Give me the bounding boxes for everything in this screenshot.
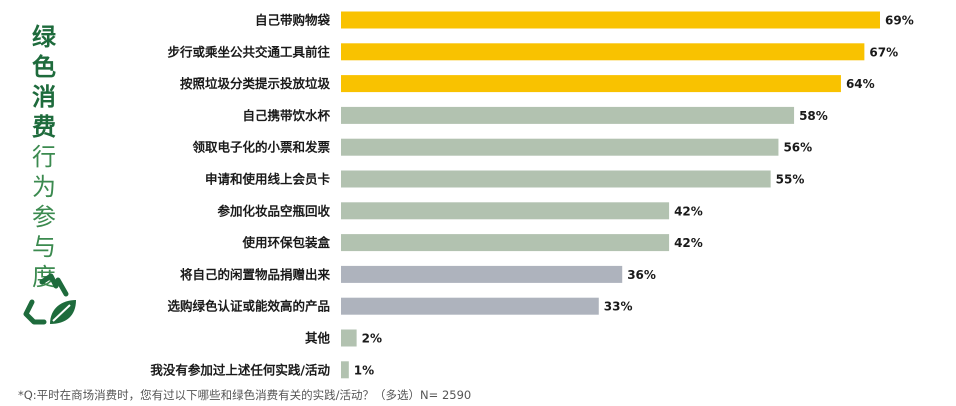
value-label: 58% [799,109,828,123]
category-label: 自己携带饮水杯 [242,108,330,123]
bar [341,43,865,61]
category-label: 按照垃圾分类提示投放垃圾 [180,76,331,91]
title-char: 与 [32,233,56,261]
bar [341,106,795,124]
value-label: 55% [776,173,805,187]
title-char: 绿 [32,23,56,51]
category-label: 步行或乘坐公共交通工具前往 [167,44,330,59]
bar [341,170,771,188]
bar [341,11,880,29]
bar [341,361,349,379]
bar [341,297,599,315]
value-label: 69% [885,14,914,28]
category-label: 将自己的闲置物品捐赠出来 [180,267,331,282]
category-label: 参加化妆品空瓶回收 [217,203,330,218]
bar [341,265,623,283]
side-panel: 绿色消费行为参与度 [0,0,90,340]
title-char: 参 [32,203,56,231]
title-char: 为 [32,173,56,201]
category-label: 申请和使用线上会员卡 [205,172,331,187]
value-label: 36% [627,268,656,282]
value-label: 1% [354,363,374,377]
category-label: 我没有参加过上述任何实践/活动 [150,362,330,377]
value-label: 56% [783,141,812,155]
bar [341,202,670,220]
footnote: *Q:平时在商场消费时，您有过以下哪些和绿色消费有关的实践/活动？（多选）N= … [18,388,472,402]
bar [341,75,841,93]
value-label: 2% [362,332,382,346]
value-label: 67% [869,45,898,59]
title-char: 费 [32,113,56,141]
value-label: 42% [674,236,703,250]
title-char: 色 [32,53,56,81]
category-label: 自己带购物袋 [255,13,331,28]
value-label: 42% [674,204,703,218]
value-label: 33% [604,300,633,314]
title-char: 消 [32,83,56,111]
bar [341,234,670,252]
vertical-title: 绿色消费行为参与度 [20,22,68,292]
category-label: 其他 [305,331,331,346]
bar [341,329,357,347]
recycle-leaf-icon [23,273,76,325]
bar [341,138,779,156]
category-label: 选购绿色认证或能效高的产品 [167,299,330,314]
title-char: 行 [32,143,56,171]
category-label: 使用环保包装盒 [241,235,330,250]
value-label: 64% [846,77,875,91]
category-label: 领取电子化的小票和发票 [192,140,330,155]
